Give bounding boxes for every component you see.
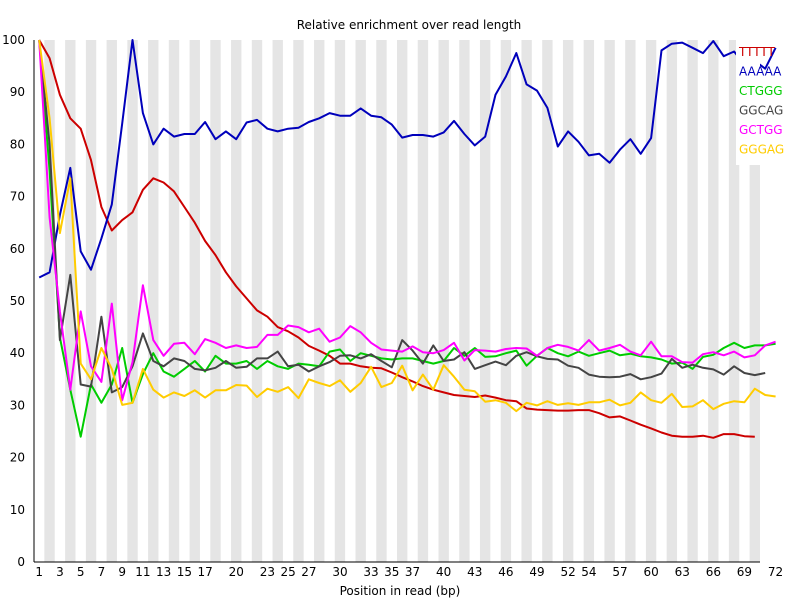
series-line-aaaaa bbox=[38, 39, 777, 279]
x-tick-label: 25 bbox=[280, 565, 295, 579]
grid-band bbox=[210, 40, 221, 562]
legend-entry-aaaaa: AAAAA bbox=[739, 65, 782, 79]
grid-band bbox=[189, 40, 200, 562]
x-tick-label: 9 bbox=[118, 565, 126, 579]
legend-entry-ttttt: TTTTT bbox=[738, 45, 775, 59]
grid-band bbox=[708, 40, 719, 562]
grid-band bbox=[687, 40, 698, 562]
legend-entry-gctgg: GCTGG bbox=[739, 123, 783, 137]
grid-band bbox=[438, 40, 449, 562]
axes bbox=[33, 40, 760, 563]
y-tick-label: 0 bbox=[17, 555, 25, 569]
x-tick-label: 3 bbox=[56, 565, 64, 579]
grid-band bbox=[562, 40, 574, 562]
grid-band bbox=[148, 40, 159, 562]
legend: TTTTT AAAAA CTGGG GGCAG GCTGG GGGAG bbox=[736, 40, 784, 165]
grid-band bbox=[44, 40, 55, 562]
y-tick-label: 70 bbox=[10, 190, 25, 204]
x-tick-label: 7 bbox=[98, 565, 106, 579]
x-tick-label: 57 bbox=[612, 565, 627, 579]
y-tick-label: 30 bbox=[10, 398, 25, 412]
grid-band bbox=[106, 40, 117, 562]
legend-entry-ctggg: CTGGG bbox=[739, 84, 783, 98]
x-tick-label: 52 bbox=[560, 565, 575, 579]
series-line-gggag bbox=[38, 39, 776, 413]
grid-band bbox=[397, 40, 408, 562]
x-tick-label: 46 bbox=[498, 565, 513, 579]
x-tick-label: 43 bbox=[467, 565, 482, 579]
y-tick-label: 80 bbox=[10, 137, 25, 151]
grid-band bbox=[355, 40, 366, 562]
x-tick-label: 40 bbox=[436, 565, 451, 579]
grid-band bbox=[583, 40, 595, 562]
series-line-gctgg bbox=[38, 39, 776, 402]
x-tick-label: 69 bbox=[737, 565, 752, 579]
grid-band bbox=[376, 40, 387, 562]
grid-band bbox=[625, 40, 636, 562]
grid-band bbox=[666, 40, 678, 562]
grid-band bbox=[728, 40, 740, 562]
grid-band bbox=[168, 40, 180, 562]
legend-entry-ggcag: GGCAG bbox=[739, 104, 783, 118]
x-tick-label: 23 bbox=[260, 565, 275, 579]
x-tick-label: 17 bbox=[197, 565, 212, 579]
y-tick-label: 90 bbox=[10, 85, 25, 99]
x-tick-label: 13 bbox=[156, 565, 171, 579]
grid-band bbox=[85, 40, 97, 562]
grid-band bbox=[479, 40, 491, 562]
grid-band bbox=[251, 40, 263, 562]
series-lines bbox=[38, 39, 777, 439]
x-tick-label: 1 bbox=[35, 565, 43, 579]
x-tick-label: 63 bbox=[675, 565, 690, 579]
grid-band bbox=[65, 40, 76, 562]
grid-band bbox=[542, 40, 553, 562]
legend-entry-gggag: GGGAG bbox=[739, 143, 784, 157]
grid-band bbox=[314, 40, 325, 562]
x-tick-label: 35 bbox=[384, 565, 399, 579]
grid-band bbox=[500, 40, 512, 562]
x-tick-label: 5 bbox=[77, 565, 85, 579]
x-tick-label: 66 bbox=[706, 565, 721, 579]
grid-band bbox=[127, 40, 138, 562]
y-tick-label: 60 bbox=[10, 242, 25, 256]
x-tick-label: 49 bbox=[529, 565, 544, 579]
grid-band bbox=[749, 40, 760, 562]
grid-band bbox=[417, 40, 429, 562]
series-line-ctggg bbox=[38, 39, 776, 438]
x-tick-label: 27 bbox=[301, 565, 316, 579]
grid-bands bbox=[44, 40, 760, 562]
x-tick-label: 20 bbox=[229, 565, 244, 579]
y-tick-label: 20 bbox=[10, 451, 25, 465]
legend-background bbox=[736, 40, 760, 165]
x-tick-label: 30 bbox=[332, 565, 347, 579]
chart-title: Relative enrichment over read length bbox=[297, 18, 522, 32]
grid-band bbox=[604, 40, 615, 562]
grid-band bbox=[272, 40, 283, 562]
grid-band bbox=[645, 40, 657, 562]
y-tick-label: 10 bbox=[10, 503, 25, 517]
grid-band bbox=[521, 40, 532, 562]
x-tick-label: 11 bbox=[135, 565, 150, 579]
grid-band bbox=[231, 40, 242, 562]
x-tick-label: 37 bbox=[405, 565, 420, 579]
y-tick-label: 50 bbox=[10, 294, 25, 308]
y-tick-label: 100 bbox=[2, 33, 25, 47]
grid-band bbox=[293, 40, 304, 562]
x-tick-label: 15 bbox=[177, 565, 192, 579]
y-axis-ticks: 0 10 20 30 40 50 60 70 80 90 100 bbox=[2, 33, 25, 569]
x-tick-label: 60 bbox=[643, 565, 658, 579]
x-axis-ticks: 1 3 5 7 9 11 13 15 17 20 23 25 27 30 33 35 37 40 43 46 49 52 5… bbox=[35, 565, 783, 579]
x-tick-label: 54 bbox=[581, 565, 596, 579]
x-tick-label: 72 bbox=[768, 565, 783, 579]
grid-band bbox=[334, 40, 346, 562]
grid-band bbox=[459, 40, 470, 562]
y-tick-label: 40 bbox=[10, 346, 25, 360]
x-axis-label: Position in read (bp) bbox=[340, 584, 461, 598]
series-line-ggcag bbox=[38, 39, 766, 394]
x-tick-label: 33 bbox=[363, 565, 378, 579]
